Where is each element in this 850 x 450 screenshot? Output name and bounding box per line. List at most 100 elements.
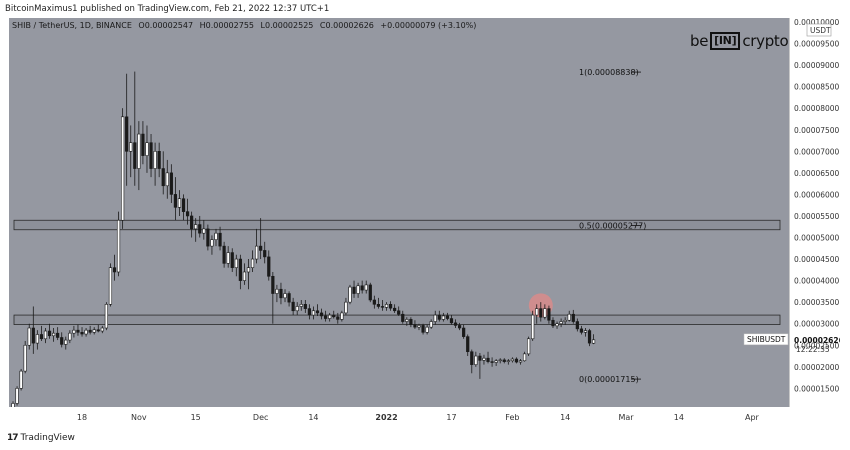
candle: [43, 328, 48, 344]
price-tick-label: 0.00007000: [794, 147, 840, 156]
candle: [494, 359, 498, 366]
candle-body: [421, 325, 425, 333]
publish-info: BitcoinMaximus1 published on TradingView…: [5, 4, 330, 14]
price-tick-label: 0.00004500: [794, 255, 840, 264]
time-tick-label: Mar: [619, 413, 635, 422]
candle-body: [80, 332, 84, 335]
candle: [80, 327, 84, 337]
candle-body: [137, 133, 141, 169]
price-axis[interactable]: 0.00010000 0.00009500 0.00009000 0.00008500…: [789, 18, 840, 407]
candle-body: [133, 142, 137, 169]
candle: [100, 325, 104, 334]
candle-body: [100, 327, 104, 332]
legend-open-label: O: [138, 21, 145, 30]
candle: [506, 359, 510, 365]
candle-body: [486, 357, 490, 362]
candle: [173, 177, 178, 221]
candle: [397, 306, 401, 316]
candle: [311, 306, 316, 320]
time-tick-label: Nov: [131, 413, 147, 422]
candle: [287, 291, 291, 307]
candle-body: [104, 304, 108, 329]
candle: [96, 324, 100, 333]
ticker-label: SHIBUSDT: [747, 335, 786, 344]
tradingview-logo[interactable]: 17 TradingView: [7, 433, 75, 443]
candle: [518, 359, 523, 365]
candle-body: [535, 308, 539, 316]
candle-body: [567, 313, 571, 321]
candle-body: [518, 360, 523, 363]
candle-body: [563, 319, 567, 322]
candle-body: [364, 284, 368, 291]
footer: 17 TradingView: [0, 429, 850, 450]
candle-body: [490, 361, 494, 363]
candle-body: [417, 325, 421, 328]
brand-left: be: [690, 32, 709, 50]
chart-pane[interactable]: 1(0.00008838) 0.5(0.00005277) 0(0.00001715…: [9, 18, 789, 407]
time-tick-label: 2022: [375, 413, 397, 422]
candle-body: [145, 142, 149, 156]
time-axis[interactable]: 18 Nov 15 Dec 14 2022 17 Feb 14 Mar 14 Apr: [9, 407, 789, 429]
candle: [328, 312, 332, 322]
candle: [315, 304, 320, 316]
candle-body: [547, 308, 551, 321]
candle: [543, 304, 547, 320]
candle-body: [291, 301, 295, 312]
candle: [514, 357, 519, 364]
candle: [429, 319, 433, 329]
candle: [169, 164, 173, 204]
candle: [372, 295, 376, 309]
candle-body: [116, 219, 121, 273]
candle-body: [141, 133, 145, 156]
candle-body: [494, 360, 498, 363]
candle: [299, 299, 303, 311]
legend-close-value: 0.00002626: [325, 21, 374, 30]
candle: [478, 353, 482, 379]
candle: [177, 190, 182, 216]
candle: [360, 280, 364, 294]
candle-body: [360, 285, 364, 291]
candle: [579, 325, 583, 335]
candlestick-chart[interactable]: 1(0.00008838) 0.5(0.00005277) 0(0.00001715…: [9, 18, 789, 407]
candle: [194, 218, 198, 242]
candle: [125, 73, 129, 186]
candle: [64, 336, 68, 350]
candle-body: [482, 357, 486, 361]
candle-body: [433, 314, 437, 322]
candle: [457, 322, 462, 331]
candle-body: [393, 307, 397, 312]
candle-body: [11, 403, 15, 407]
candle: [575, 318, 579, 332]
candle: [145, 125, 149, 173]
candle: [88, 325, 92, 335]
candle-body: [409, 319, 413, 325]
price-tick-label: 0.00009500: [794, 40, 840, 49]
candle: [226, 246, 230, 268]
candle-body: [287, 293, 291, 303]
candle: [535, 304, 539, 324]
candle-body: [397, 310, 401, 315]
price-tick-label: 0.00009000: [794, 61, 840, 70]
candle-body: [194, 224, 198, 230]
countdown-label: 12:22:35: [796, 345, 830, 354]
candle-body: [177, 198, 182, 208]
candle: [76, 324, 80, 336]
symbol-legend: SHIB / TetherUS, 1D, BINANCE O0.00002547…: [12, 21, 476, 30]
price-tick-label: 0.00003000: [794, 320, 840, 329]
candle: [121, 108, 125, 229]
candle: [591, 334, 596, 345]
candle: [324, 310, 328, 322]
candle: [198, 215, 202, 238]
candle: [336, 312, 340, 324]
candle-body: [348, 286, 352, 303]
candle: [571, 309, 575, 324]
candle-body: [380, 306, 385, 308]
candle: [522, 351, 527, 362]
candle: [68, 330, 72, 344]
time-tick-label: Apr: [745, 413, 760, 422]
candle: [527, 336, 531, 357]
beincrypto-logo: be [IN] crypto: [690, 32, 789, 50]
price-tick-label: 0.00003500: [794, 298, 840, 307]
candle: [133, 71, 137, 186]
brand-right: crypto: [742, 32, 789, 50]
